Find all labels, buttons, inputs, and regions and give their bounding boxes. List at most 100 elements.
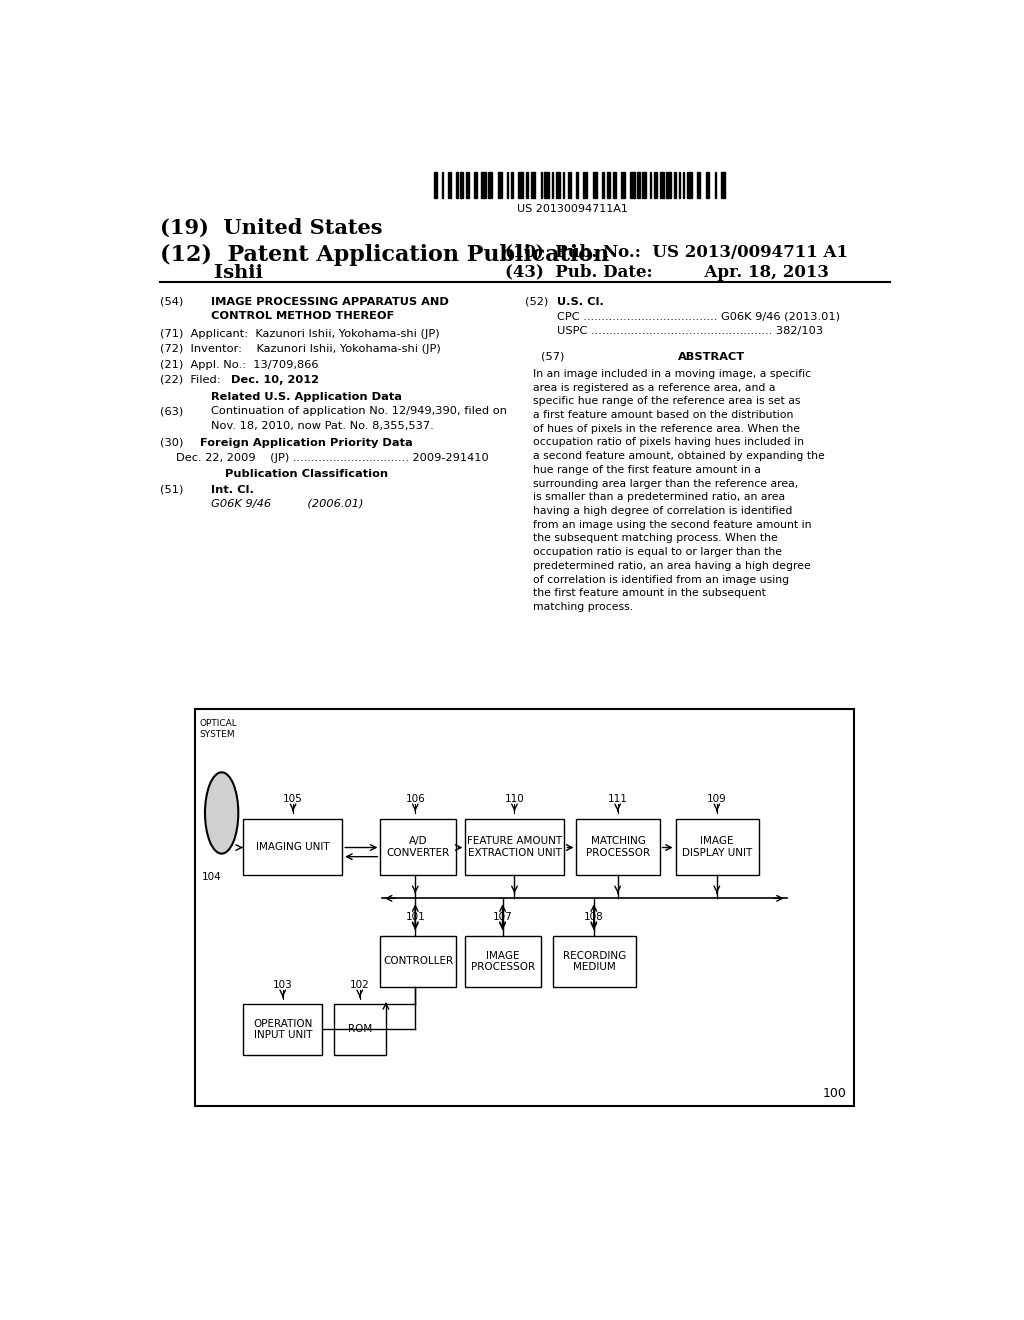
- Text: MATCHING
PROCESSOR: MATCHING PROCESSOR: [586, 836, 650, 858]
- Bar: [541, 172, 542, 198]
- Text: Dec. 22, 2009    (JP) ................................ 2009-291410: Dec. 22, 2009 (JP) .....................…: [176, 453, 488, 463]
- FancyBboxPatch shape: [243, 818, 342, 875]
- Bar: [606, 172, 609, 198]
- Text: 105: 105: [284, 793, 303, 804]
- Text: of hues of pixels in the reference area. When the: of hues of pixels in the reference area.…: [532, 424, 800, 434]
- Bar: [457, 172, 458, 198]
- Text: is smaller than a predetermined ratio, an area: is smaller than a predetermined ratio, a…: [532, 492, 784, 503]
- Text: 107: 107: [493, 912, 512, 921]
- FancyBboxPatch shape: [465, 818, 564, 875]
- Bar: [659, 172, 665, 198]
- Text: occupation ratio of pixels having hues included in: occupation ratio of pixels having hues i…: [532, 437, 804, 447]
- Text: (52): (52): [524, 297, 548, 306]
- Text: USPC .................................................. 382/103: USPC ...................................…: [557, 326, 822, 337]
- Text: predetermined ratio, an area having a high degree: predetermined ratio, an area having a hi…: [532, 561, 810, 570]
- Text: matching process.: matching process.: [532, 602, 633, 612]
- Text: the subsequent matching process. When the: the subsequent matching process. When th…: [532, 533, 777, 544]
- Text: IMAGING UNIT: IMAGING UNIT: [256, 842, 330, 851]
- Bar: [511, 172, 513, 198]
- Ellipse shape: [205, 772, 239, 854]
- Bar: [687, 172, 692, 198]
- Text: ABSTRACT: ABSTRACT: [678, 351, 744, 362]
- Bar: [653, 172, 656, 198]
- Bar: [593, 172, 597, 198]
- Bar: [544, 172, 549, 198]
- FancyBboxPatch shape: [196, 709, 854, 1106]
- Text: occupation ratio is equal to or larger than the: occupation ratio is equal to or larger t…: [532, 548, 781, 557]
- FancyBboxPatch shape: [243, 1005, 323, 1055]
- Text: US 20130094711A1: US 20130094711A1: [517, 205, 628, 214]
- Bar: [679, 172, 680, 198]
- Text: (71)  Applicant:  Kazunori Ishii, Yokohama-shi (JP): (71) Applicant: Kazunori Ishii, Yokohama…: [160, 329, 439, 339]
- Bar: [722, 172, 725, 198]
- Bar: [667, 172, 671, 198]
- Text: hue range of the first feature amount in a: hue range of the first feature amount in…: [532, 465, 761, 475]
- Text: (63): (63): [160, 407, 183, 416]
- Text: specific hue range of the reference area is set as: specific hue range of the reference area…: [532, 396, 800, 407]
- Text: having a high degree of correlation is identified: having a high degree of correlation is i…: [532, 506, 793, 516]
- Text: A/D
CONVERTER: A/D CONVERTER: [386, 836, 450, 858]
- FancyBboxPatch shape: [577, 818, 659, 875]
- Text: of correlation is identified from an image using: of correlation is identified from an ima…: [532, 574, 788, 585]
- Text: (72)  Inventor:    Kazunori Ishii, Yokohama-shi (JP): (72) Inventor: Kazunori Ishii, Yokohama-…: [160, 345, 440, 354]
- Text: (30): (30): [160, 438, 183, 447]
- Text: OPTICAL
SYSTEM: OPTICAL SYSTEM: [200, 719, 238, 739]
- Bar: [487, 172, 493, 198]
- Text: CPC ..................................... G06K 9/46 (2013.01): CPC ....................................…: [557, 312, 840, 322]
- FancyBboxPatch shape: [553, 936, 636, 987]
- Text: Foreign Application Priority Data: Foreign Application Priority Data: [200, 438, 413, 447]
- Text: 108: 108: [584, 912, 604, 921]
- Text: RECORDING
MEDIUM: RECORDING MEDIUM: [562, 950, 626, 972]
- Bar: [612, 172, 615, 198]
- FancyBboxPatch shape: [380, 818, 456, 875]
- Text: FEATURE AMOUNT
EXTRACTION UNIT: FEATURE AMOUNT EXTRACTION UNIT: [467, 836, 562, 858]
- Bar: [637, 172, 640, 198]
- Text: a first feature amount based on the distribution: a first feature amount based on the dist…: [532, 411, 794, 420]
- Bar: [518, 172, 522, 198]
- Text: IMAGE PROCESSING APPARATUS AND: IMAGE PROCESSING APPARATUS AND: [211, 297, 450, 306]
- Text: a second feature amount, obtained by expanding the: a second feature amount, obtained by exp…: [532, 451, 824, 461]
- Text: 109: 109: [707, 793, 727, 804]
- Text: Dec. 10, 2012: Dec. 10, 2012: [231, 375, 319, 385]
- Text: (57): (57): [541, 351, 564, 362]
- Text: the first feature amount in the subsequent: the first feature amount in the subseque…: [532, 589, 766, 598]
- Text: G06K 9/46          (2006.01): G06K 9/46 (2006.01): [211, 499, 364, 510]
- Bar: [706, 172, 710, 198]
- Text: (10)  Pub. No.:  US 2013/0094711 A1: (10) Pub. No.: US 2013/0094711 A1: [505, 244, 848, 261]
- Text: (22)  Filed:: (22) Filed:: [160, 375, 220, 385]
- FancyBboxPatch shape: [676, 818, 759, 875]
- Bar: [507, 172, 509, 198]
- Bar: [715, 172, 716, 198]
- Text: area is registered as a reference area, and a: area is registered as a reference area, …: [532, 383, 775, 392]
- Bar: [642, 172, 645, 198]
- Text: (51): (51): [160, 484, 183, 495]
- Text: (43)  Pub. Date:         Apr. 18, 2013: (43) Pub. Date: Apr. 18, 2013: [505, 264, 829, 281]
- FancyBboxPatch shape: [334, 1005, 386, 1055]
- Bar: [498, 172, 503, 198]
- Text: 111: 111: [607, 793, 628, 804]
- Bar: [697, 172, 700, 198]
- Bar: [650, 172, 651, 198]
- Text: 106: 106: [406, 793, 425, 804]
- Text: (54): (54): [160, 297, 183, 306]
- Text: 103: 103: [272, 979, 293, 990]
- Text: In an image included in a moving image, a specific: In an image included in a moving image, …: [532, 368, 811, 379]
- Text: CONTROL METHOD THEREOF: CONTROL METHOD THEREOF: [211, 312, 394, 321]
- Bar: [433, 172, 436, 198]
- FancyBboxPatch shape: [465, 936, 541, 987]
- Text: 100: 100: [822, 1086, 846, 1100]
- Text: Continuation of application No. 12/949,390, filed on: Continuation of application No. 12/949,3…: [211, 407, 507, 416]
- Bar: [466, 172, 469, 198]
- Text: 104: 104: [202, 873, 221, 882]
- Text: 102: 102: [350, 979, 370, 990]
- Text: (19)  United States: (19) United States: [160, 218, 382, 238]
- Text: IMAGE
PROCESSOR: IMAGE PROCESSOR: [471, 950, 535, 972]
- Bar: [630, 172, 635, 198]
- Text: OPERATION
INPUT UNIT: OPERATION INPUT UNIT: [253, 1019, 312, 1040]
- Bar: [583, 172, 588, 198]
- Bar: [460, 172, 463, 198]
- Bar: [683, 172, 684, 198]
- Text: from an image using the second feature amount in: from an image using the second feature a…: [532, 520, 811, 529]
- Bar: [552, 172, 554, 198]
- FancyBboxPatch shape: [380, 936, 456, 987]
